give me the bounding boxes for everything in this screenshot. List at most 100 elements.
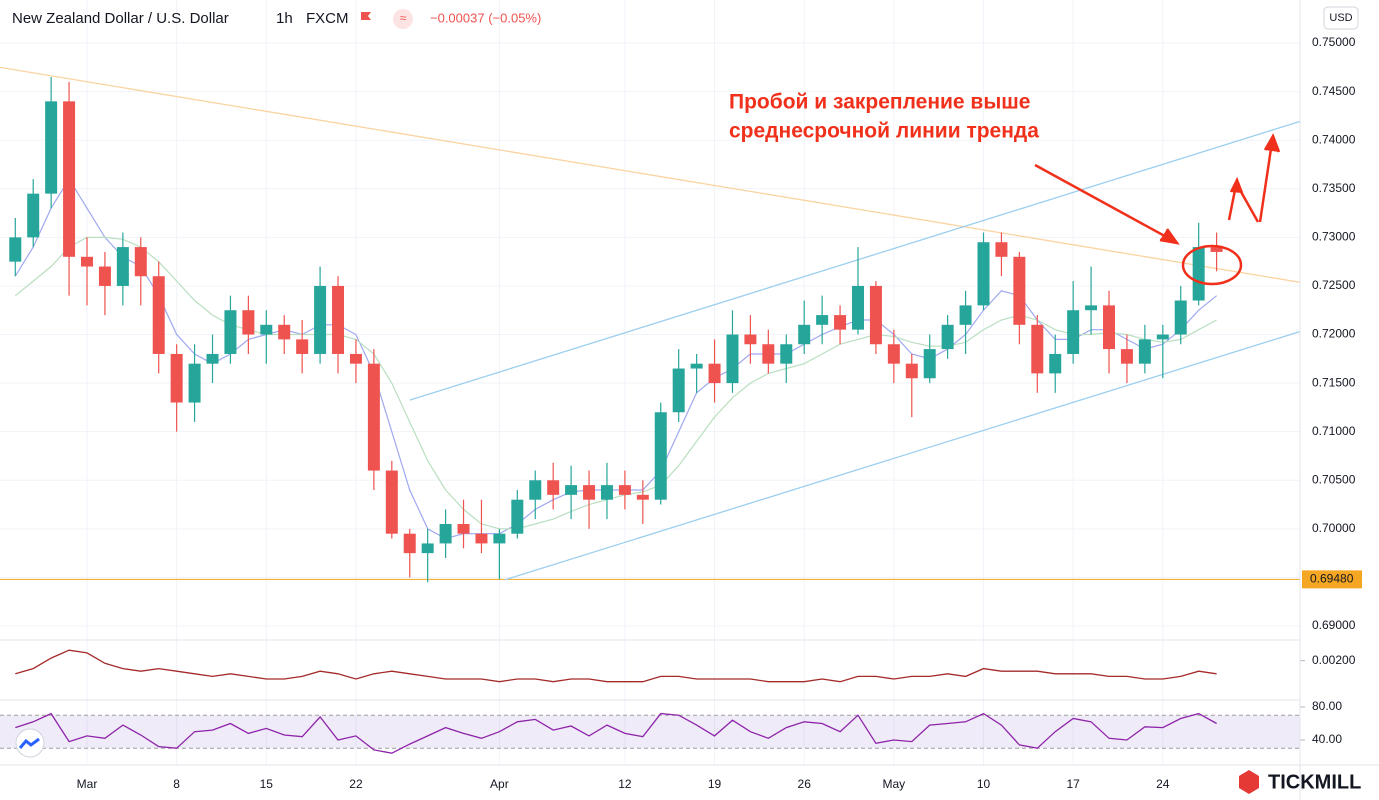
candle-body bbox=[959, 305, 972, 325]
candle-body bbox=[403, 533, 416, 554]
candle-body bbox=[314, 285, 327, 354]
price-badge-label: 0.69480 bbox=[1310, 572, 1354, 586]
x-tick-label: 26 bbox=[798, 777, 812, 791]
candle-body bbox=[511, 499, 524, 534]
candle-body bbox=[367, 363, 380, 471]
x-tick-label: 8 bbox=[173, 777, 180, 791]
y-tick-label: 0.70500 bbox=[1312, 472, 1356, 486]
brand: TICKMILL bbox=[1268, 771, 1361, 793]
candle-body bbox=[9, 237, 22, 262]
candle-body bbox=[995, 242, 1008, 257]
interval: 1h bbox=[276, 10, 293, 27]
candle-body bbox=[332, 285, 345, 354]
candle-body bbox=[296, 339, 309, 354]
currency[interactable]: USD bbox=[1329, 12, 1352, 24]
candle-body bbox=[672, 368, 685, 413]
candle-body bbox=[744, 334, 757, 345]
candle-body bbox=[1013, 256, 1026, 325]
annotation-line: среднесрочной линии тренда bbox=[729, 120, 1039, 143]
candle-body bbox=[690, 363, 703, 369]
y-tick-label: 0.71500 bbox=[1312, 375, 1356, 389]
candle-body bbox=[27, 193, 40, 238]
candle-body bbox=[439, 523, 452, 544]
candle-body bbox=[457, 523, 470, 534]
candle-body bbox=[188, 363, 201, 403]
y-tick-label: 0.69000 bbox=[1312, 618, 1356, 632]
y-tick-label: 40.00 bbox=[1312, 732, 1342, 746]
candle-body bbox=[636, 494, 649, 500]
candle-body bbox=[1156, 334, 1169, 340]
x-tick-label: 10 bbox=[977, 777, 991, 791]
trend-line bbox=[0, 66, 1300, 283]
candle-body bbox=[1103, 305, 1116, 350]
annotation-arrows bbox=[1034, 133, 1281, 286]
tv-logo-mark bbox=[18, 737, 40, 749]
x-tick-label: Mar bbox=[77, 777, 98, 791]
x-tick-label: 24 bbox=[1156, 777, 1170, 791]
candle-body bbox=[600, 485, 613, 500]
indicator-line bbox=[15, 712, 1217, 754]
candle-body bbox=[583, 485, 596, 500]
candle-body bbox=[385, 470, 398, 534]
indicator-icon bbox=[393, 9, 413, 29]
candle-body bbox=[565, 485, 578, 495]
y-tick-label: 0.73000 bbox=[1312, 230, 1356, 244]
candle-body bbox=[977, 242, 990, 306]
source: FXCM bbox=[306, 10, 349, 27]
candle-body bbox=[152, 276, 165, 354]
indicator-icon-glyph: ≈ bbox=[400, 11, 407, 25]
candle-body bbox=[1192, 247, 1205, 301]
candle-body bbox=[1049, 353, 1062, 374]
x-tick-label: 22 bbox=[349, 777, 363, 791]
candle-body bbox=[98, 266, 111, 286]
x-tick-label: 19 bbox=[708, 777, 722, 791]
y-tick-label: 0.71000 bbox=[1312, 424, 1356, 438]
indicator-line bbox=[15, 649, 1217, 683]
candle-body bbox=[63, 101, 76, 257]
candle-body bbox=[816, 315, 829, 325]
x-tick-label: Apr bbox=[490, 777, 509, 791]
candle-body bbox=[547, 480, 560, 495]
y-tick-label: 0.72500 bbox=[1312, 278, 1356, 292]
candle-body bbox=[869, 285, 882, 345]
candle-body bbox=[493, 533, 506, 544]
candle-body bbox=[780, 344, 793, 364]
price-change: −0.00037 (−0.05%) bbox=[430, 10, 541, 25]
candle-body bbox=[81, 256, 93, 267]
candle-body bbox=[1138, 339, 1151, 364]
candle-body bbox=[1085, 305, 1098, 311]
price-pane bbox=[0, 66, 1300, 583]
candle-body bbox=[726, 334, 739, 384]
candle-body bbox=[618, 485, 631, 495]
candle-body bbox=[1120, 349, 1133, 364]
y-tick-label: 0.00200 bbox=[1312, 653, 1356, 667]
price-badge bbox=[1302, 570, 1362, 589]
candle-body bbox=[1174, 300, 1187, 335]
candle-body bbox=[1210, 247, 1223, 252]
grid bbox=[0, 0, 1300, 765]
candle-body bbox=[116, 247, 129, 286]
brand-logo bbox=[1239, 770, 1259, 794]
candle-body bbox=[529, 480, 542, 500]
candle-body bbox=[834, 315, 847, 330]
candle-body bbox=[349, 353, 362, 364]
flag-icon bbox=[361, 12, 371, 20]
trend-line bbox=[504, 330, 1300, 581]
candle-body bbox=[134, 247, 147, 277]
candle-body bbox=[475, 533, 488, 544]
y-tick-label: 0.72000 bbox=[1312, 327, 1356, 341]
candle-body bbox=[45, 101, 58, 194]
y-tick-label: 80.00 bbox=[1312, 699, 1342, 713]
x-tick-label: May bbox=[883, 777, 906, 791]
candle-body bbox=[242, 310, 255, 335]
y-tick-label: 0.74500 bbox=[1312, 84, 1356, 98]
currency-button[interactable] bbox=[1323, 6, 1359, 30]
candle-body bbox=[421, 543, 434, 554]
y-tick-label: 0.73500 bbox=[1312, 181, 1356, 195]
candle-body bbox=[170, 353, 183, 403]
candle-body bbox=[923, 349, 936, 379]
candle-body bbox=[887, 344, 900, 364]
candle-body bbox=[941, 324, 954, 350]
indicator-panes bbox=[0, 649, 1305, 754]
